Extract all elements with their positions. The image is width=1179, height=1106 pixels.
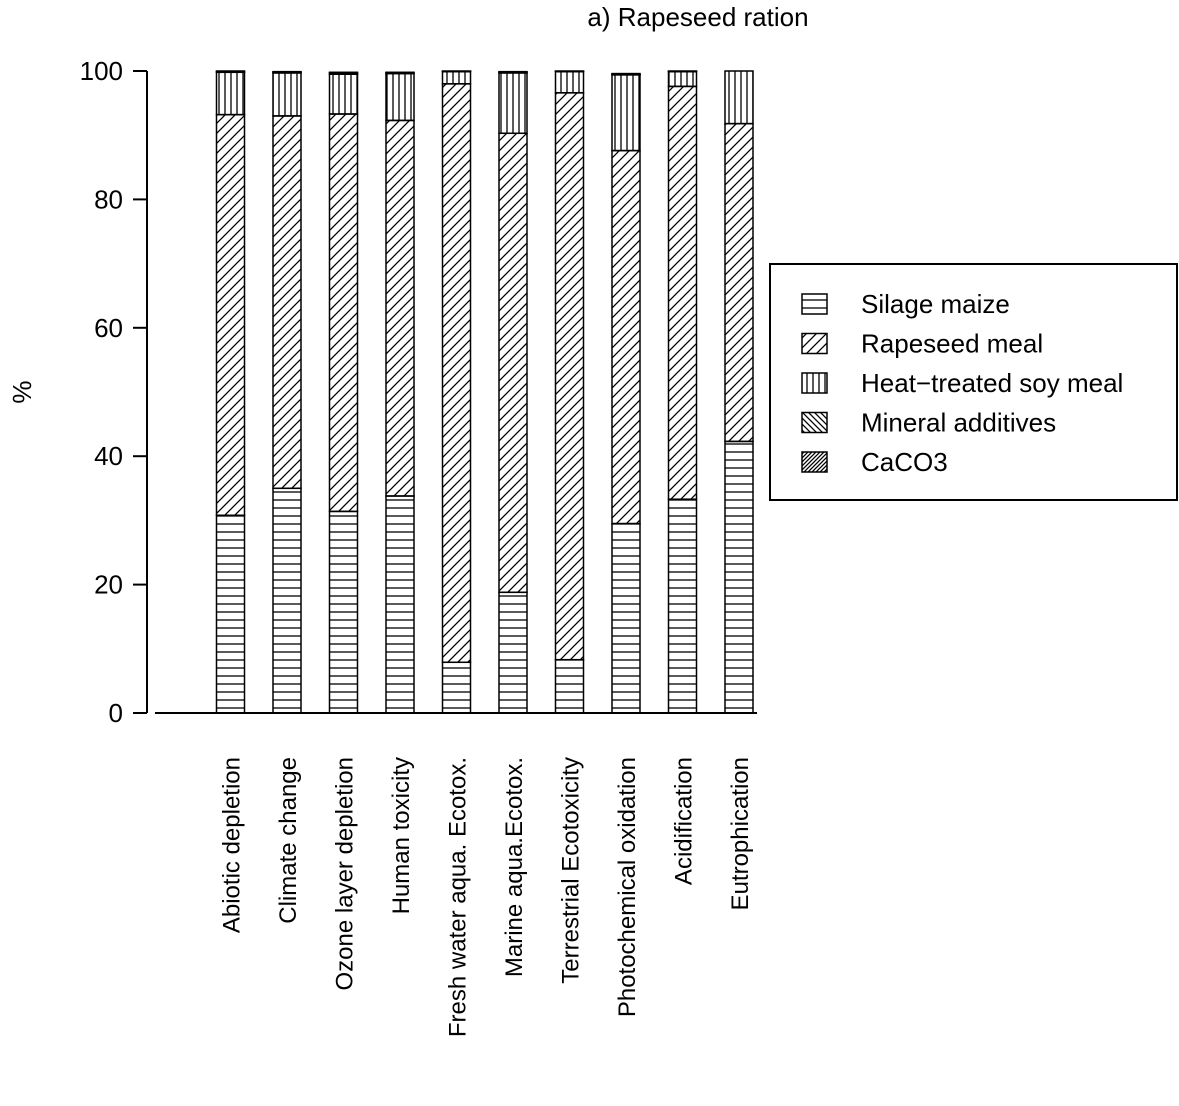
x-tick-label: Human toxicity xyxy=(388,757,415,914)
y-tick-label: 0 xyxy=(109,698,123,728)
bar-segment xyxy=(215,514,246,714)
x-tick-label: Marine aqua.Ecotox. xyxy=(501,757,528,977)
x-tick-label: Abiotic depletion xyxy=(219,757,246,933)
bar-stack xyxy=(441,70,472,714)
bar-stack xyxy=(667,70,698,714)
x-tick-label: Terrestrial Ecotoxicity xyxy=(558,757,585,984)
legend-label: Mineral additives xyxy=(861,408,1056,438)
bar-segment xyxy=(441,70,472,85)
y-tick-label: 60 xyxy=(94,313,123,343)
legend-label: Heat−treated soy meal xyxy=(861,368,1123,398)
y-tick-label: 20 xyxy=(94,570,123,600)
x-tick-label: Acidification xyxy=(671,757,698,885)
x-tick-label: Climate change xyxy=(275,757,302,924)
x-tick-label: Photochemical oxidation xyxy=(614,757,641,1017)
x-tick-label: Ozone layer depletion xyxy=(332,757,359,990)
bar-segment xyxy=(611,522,641,714)
bar-segment xyxy=(498,132,528,594)
bar-segment xyxy=(667,498,698,714)
y-tick-label: 40 xyxy=(94,441,123,471)
legend-swatch xyxy=(801,332,828,355)
bar-segment xyxy=(385,119,415,497)
bar-segment xyxy=(328,113,359,513)
bar-segment xyxy=(498,591,528,714)
bar-segment xyxy=(272,115,302,490)
bar-segment xyxy=(498,72,528,135)
bar-segment xyxy=(554,658,585,714)
bar-segment xyxy=(498,70,528,74)
legend-swatch xyxy=(801,451,828,473)
bar-segment xyxy=(441,661,472,714)
bar-stack xyxy=(385,71,415,714)
bar-stack xyxy=(724,70,754,714)
bar-segment xyxy=(441,83,472,664)
bar-segment xyxy=(611,72,641,75)
bar-segment xyxy=(611,149,641,525)
bar-stack xyxy=(611,72,641,714)
legend: Silage maize Rapeseed meal Heat−treated so… xyxy=(769,263,1178,501)
bar-segment xyxy=(328,510,359,714)
bars-group xyxy=(215,70,754,714)
bar-segment xyxy=(215,70,246,73)
y-tick-label: 100 xyxy=(80,56,123,86)
legend-swatch xyxy=(801,411,828,434)
bar-segment xyxy=(554,92,585,661)
legend-label: Rapeseed meal xyxy=(861,329,1043,359)
x-axis-labels: Abiotic depletion Climate change Ozone lay… xyxy=(219,757,755,1037)
bar-stack xyxy=(272,70,302,714)
bar-stack xyxy=(498,70,528,714)
bar-segment xyxy=(611,74,641,152)
bar-segment xyxy=(328,73,359,115)
y-tick-label: 80 xyxy=(94,184,123,214)
chart-title: a) Rapeseed ration xyxy=(587,2,808,32)
bar-segment xyxy=(272,72,302,117)
bar-segment xyxy=(385,71,415,74)
bar-segment xyxy=(272,70,302,74)
bar-segment xyxy=(272,487,302,714)
legend-label: Silage maize xyxy=(861,289,1010,319)
x-tick-label: Fresh water aqua. Ecotox. xyxy=(445,757,472,1037)
bar-segment xyxy=(554,70,585,94)
bar-stack xyxy=(328,71,359,714)
bar-segment xyxy=(215,113,246,517)
bar-stack xyxy=(215,70,246,714)
x-tick-label: Eutrophication xyxy=(727,757,754,910)
legend-swatch xyxy=(801,372,828,394)
bar-segment xyxy=(667,85,698,500)
bar-segment xyxy=(385,495,415,714)
bar-segment xyxy=(724,70,754,125)
legend-swatch xyxy=(801,293,828,315)
y-axis: 0 20 40 60 80 100 xyxy=(80,56,757,728)
y-axis-label: % xyxy=(7,380,37,403)
bar-segment xyxy=(328,71,359,74)
bar-segment xyxy=(215,71,246,116)
bar-segment xyxy=(724,440,754,714)
legend-label: CaCO3 xyxy=(861,447,948,477)
legend-box xyxy=(769,263,1178,501)
bar-stack xyxy=(554,70,585,714)
bar-segment xyxy=(667,70,698,88)
bar-segment xyxy=(724,122,754,443)
bar-segment xyxy=(385,72,415,122)
